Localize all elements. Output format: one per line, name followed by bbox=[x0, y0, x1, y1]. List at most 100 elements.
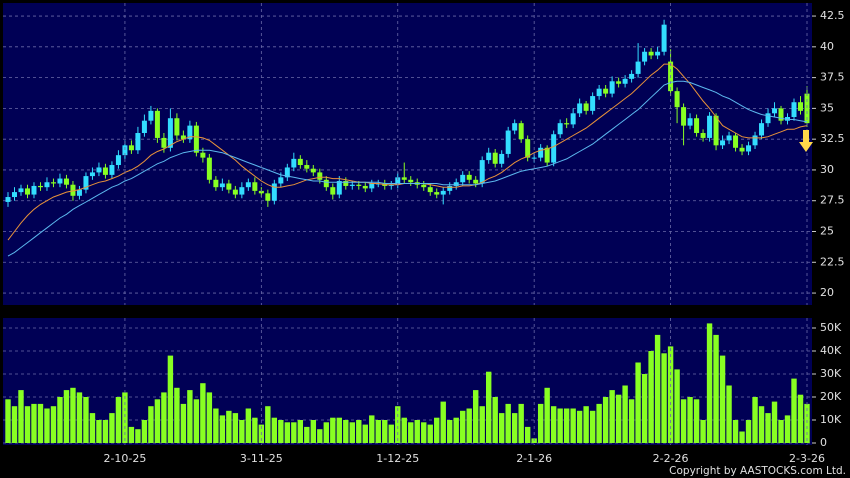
candle-body bbox=[681, 107, 687, 126]
y-tick-label: 30 bbox=[820, 163, 834, 176]
volume-bar bbox=[505, 403, 511, 443]
volume-bar bbox=[310, 419, 317, 443]
volume-bar bbox=[791, 378, 797, 443]
volume-bar bbox=[550, 406, 557, 443]
volume-bar bbox=[765, 413, 771, 443]
candle-body bbox=[726, 135, 732, 141]
candle-body bbox=[531, 157, 537, 159]
volume-bar bbox=[732, 419, 739, 443]
candle-body bbox=[518, 123, 524, 140]
volume-bar bbox=[518, 403, 524, 443]
x-tick-label: 2-1-26 bbox=[516, 452, 552, 465]
volume-bar bbox=[661, 353, 667, 443]
candle-body bbox=[635, 61, 641, 74]
candle-body bbox=[713, 115, 719, 146]
volume-bar bbox=[193, 399, 200, 443]
volume-bar bbox=[252, 417, 258, 443]
volume-bar bbox=[408, 422, 414, 443]
volume-bar bbox=[700, 419, 706, 443]
y-tick-label: 25 bbox=[820, 225, 834, 238]
candle-body bbox=[323, 179, 329, 188]
candle-body bbox=[252, 182, 258, 191]
indicator-arrow bbox=[799, 130, 813, 152]
volume-bar bbox=[628, 399, 635, 443]
candle-body bbox=[44, 182, 50, 188]
volume-bar bbox=[654, 334, 661, 443]
candle-body bbox=[538, 147, 544, 158]
candle-body bbox=[115, 155, 121, 166]
copyright: Copyright by AASTOCKS.com Ltd. bbox=[669, 465, 846, 477]
candle-body bbox=[258, 190, 264, 194]
candle-body bbox=[395, 177, 401, 185]
candle-body bbox=[720, 140, 726, 146]
candle-body bbox=[18, 188, 24, 193]
volume-bar bbox=[362, 424, 368, 443]
candle-body bbox=[577, 103, 583, 114]
volume-bar bbox=[167, 355, 174, 443]
volume-bar bbox=[11, 406, 18, 443]
y-tick-label: 50K bbox=[820, 321, 842, 334]
volume-bar bbox=[44, 408, 50, 443]
volume-bar bbox=[537, 403, 544, 443]
volume-bar bbox=[758, 406, 765, 443]
volume-bar bbox=[395, 406, 401, 443]
moving-average bbox=[7, 80, 808, 257]
candle-body bbox=[310, 168, 316, 173]
y-tick-label: 0 bbox=[820, 436, 827, 449]
candle-body bbox=[401, 177, 407, 180]
candle-body bbox=[154, 110, 160, 138]
candle-body bbox=[466, 174, 472, 180]
volume-bar bbox=[76, 392, 83, 443]
candle-body bbox=[89, 172, 95, 177]
volume-bar bbox=[271, 417, 278, 443]
volume-bar bbox=[421, 422, 427, 443]
volume-bar bbox=[122, 392, 128, 443]
volume-bar bbox=[498, 413, 505, 443]
candle-body bbox=[70, 184, 76, 196]
volume-bar bbox=[278, 419, 284, 443]
candle-body bbox=[629, 73, 635, 79]
volume-bar bbox=[63, 390, 70, 443]
candle-body bbox=[609, 81, 615, 94]
volume-bar bbox=[304, 426, 310, 443]
volume-bar bbox=[563, 408, 570, 443]
volume-bar bbox=[771, 401, 778, 443]
volume-bar bbox=[343, 419, 349, 443]
volume-bar bbox=[180, 403, 187, 443]
candle-body bbox=[759, 123, 765, 136]
volume-bar bbox=[401, 417, 407, 443]
candle-body bbox=[642, 51, 648, 62]
volume-bar bbox=[382, 419, 388, 443]
candle-body bbox=[785, 117, 791, 121]
candle-body bbox=[349, 184, 355, 186]
candle-body bbox=[141, 120, 147, 134]
candle-body bbox=[427, 187, 433, 193]
volume-bar bbox=[492, 396, 498, 443]
volume-bar bbox=[245, 408, 252, 443]
volume-bar bbox=[739, 431, 745, 443]
volume-bar bbox=[778, 419, 784, 443]
candle-body bbox=[148, 110, 154, 121]
volume-bar bbox=[161, 392, 167, 443]
candle-body bbox=[50, 182, 56, 184]
candle-body bbox=[707, 115, 713, 138]
volume-bar bbox=[96, 419, 102, 443]
candle-body bbox=[31, 185, 37, 195]
volume-bar bbox=[388, 424, 394, 443]
y-tick-label: 22.5 bbox=[820, 255, 845, 268]
volume-bar bbox=[128, 426, 135, 443]
candle-body bbox=[245, 182, 251, 188]
volume-bar bbox=[115, 396, 122, 443]
candle-body bbox=[752, 135, 758, 146]
volume-bar bbox=[784, 415, 791, 443]
volume-bar bbox=[745, 419, 752, 443]
volume-bar bbox=[213, 408, 219, 443]
candle-body bbox=[603, 88, 609, 94]
candle-body bbox=[596, 88, 602, 97]
candle-body bbox=[733, 135, 739, 148]
volume-bar bbox=[706, 323, 713, 443]
candle-body bbox=[83, 176, 89, 190]
candle-body bbox=[440, 190, 446, 195]
x-tick-label: 2-2-26 bbox=[653, 452, 689, 465]
volume-bar bbox=[576, 410, 583, 443]
